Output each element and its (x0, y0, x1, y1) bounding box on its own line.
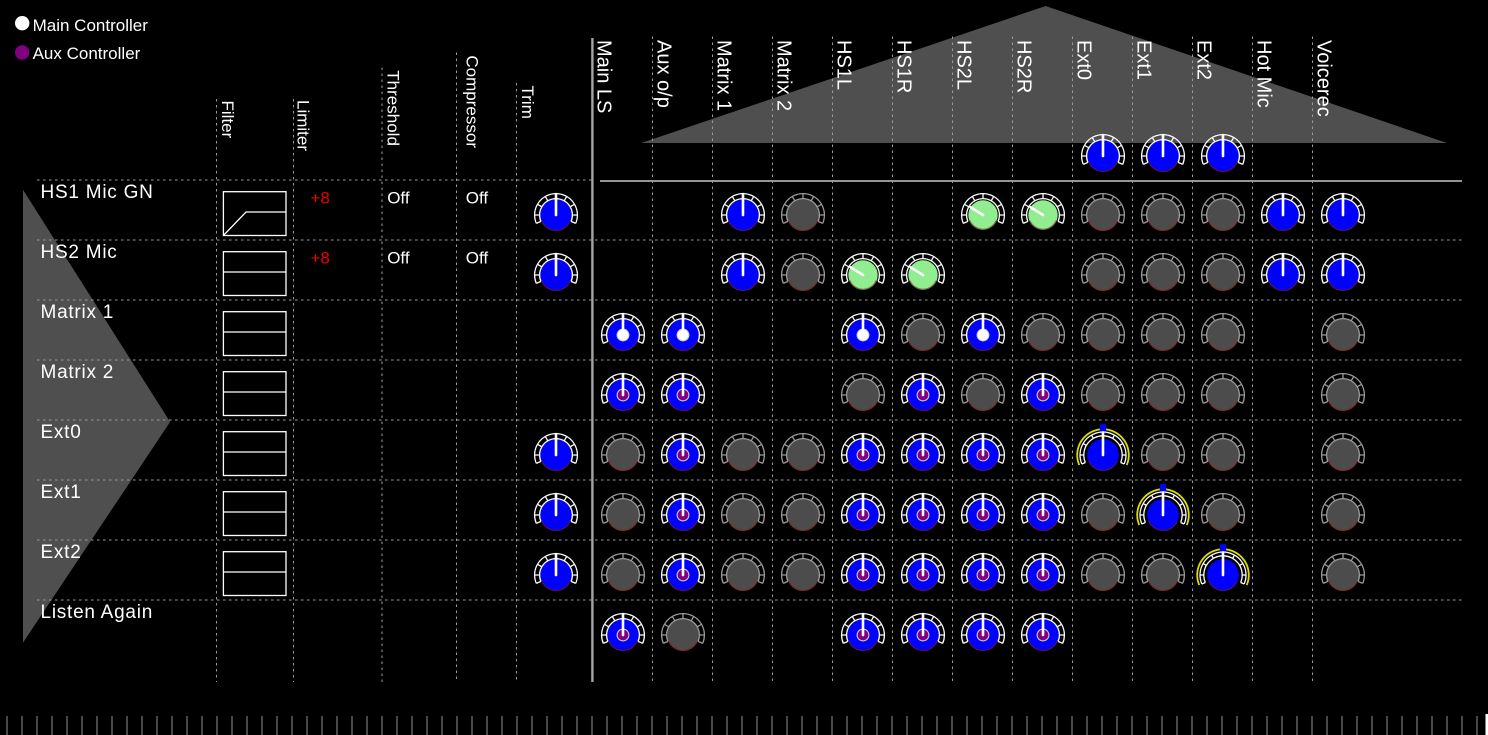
svg-text:HS2L: HS2L (953, 40, 975, 90)
svg-text:+8: +8 (311, 189, 330, 208)
svg-text:Filter: Filter (218, 101, 237, 139)
svg-text:Matrix 2: Matrix 2 (41, 362, 115, 383)
svg-text:Ext0: Ext0 (41, 422, 82, 443)
svg-text:Limiter: Limiter (294, 100, 313, 151)
svg-text:Aux o/p: Aux o/p (653, 40, 675, 108)
svg-text:Listen Again: Listen Again (41, 602, 154, 623)
svg-text:+8: +8 (311, 249, 330, 268)
svg-text:HS1R: HS1R (893, 40, 915, 93)
svg-text:Matrix 1: Matrix 1 (41, 302, 115, 323)
svg-text:Main Controller: Main Controller (33, 16, 149, 35)
svg-text:Trim: Trim (518, 86, 537, 119)
svg-text:Hot Mic: Hot Mic (1253, 40, 1275, 108)
svg-text:Off: Off (466, 249, 489, 268)
svg-text:Off: Off (387, 249, 410, 268)
svg-text:Off: Off (466, 189, 489, 208)
svg-text:HS2 Mic: HS2 Mic (41, 242, 118, 263)
svg-text:Threshold: Threshold (384, 70, 403, 146)
svg-text:Main LS: Main LS (593, 40, 615, 113)
svg-text:HS1 Mic GN: HS1 Mic GN (41, 182, 154, 203)
svg-text:Ext1: Ext1 (41, 482, 82, 503)
svg-text:Off: Off (387, 189, 410, 208)
svg-text:Matrix 2: Matrix 2 (773, 40, 795, 111)
svg-text:Aux Controller: Aux Controller (33, 44, 141, 63)
svg-text:Matrix 1: Matrix 1 (713, 40, 735, 111)
svg-text:Compressor: Compressor (463, 55, 482, 148)
svg-text:Ext0: Ext0 (1073, 40, 1095, 80)
svg-text:Ext2: Ext2 (41, 542, 82, 563)
svg-text:HS1L: HS1L (833, 40, 855, 90)
svg-text:Ext1: Ext1 (1133, 40, 1155, 80)
svg-text:Voicerec: Voicerec (1313, 40, 1335, 117)
svg-text:HS2R: HS2R (1013, 40, 1035, 93)
svg-text:Ext2: Ext2 (1193, 40, 1215, 80)
